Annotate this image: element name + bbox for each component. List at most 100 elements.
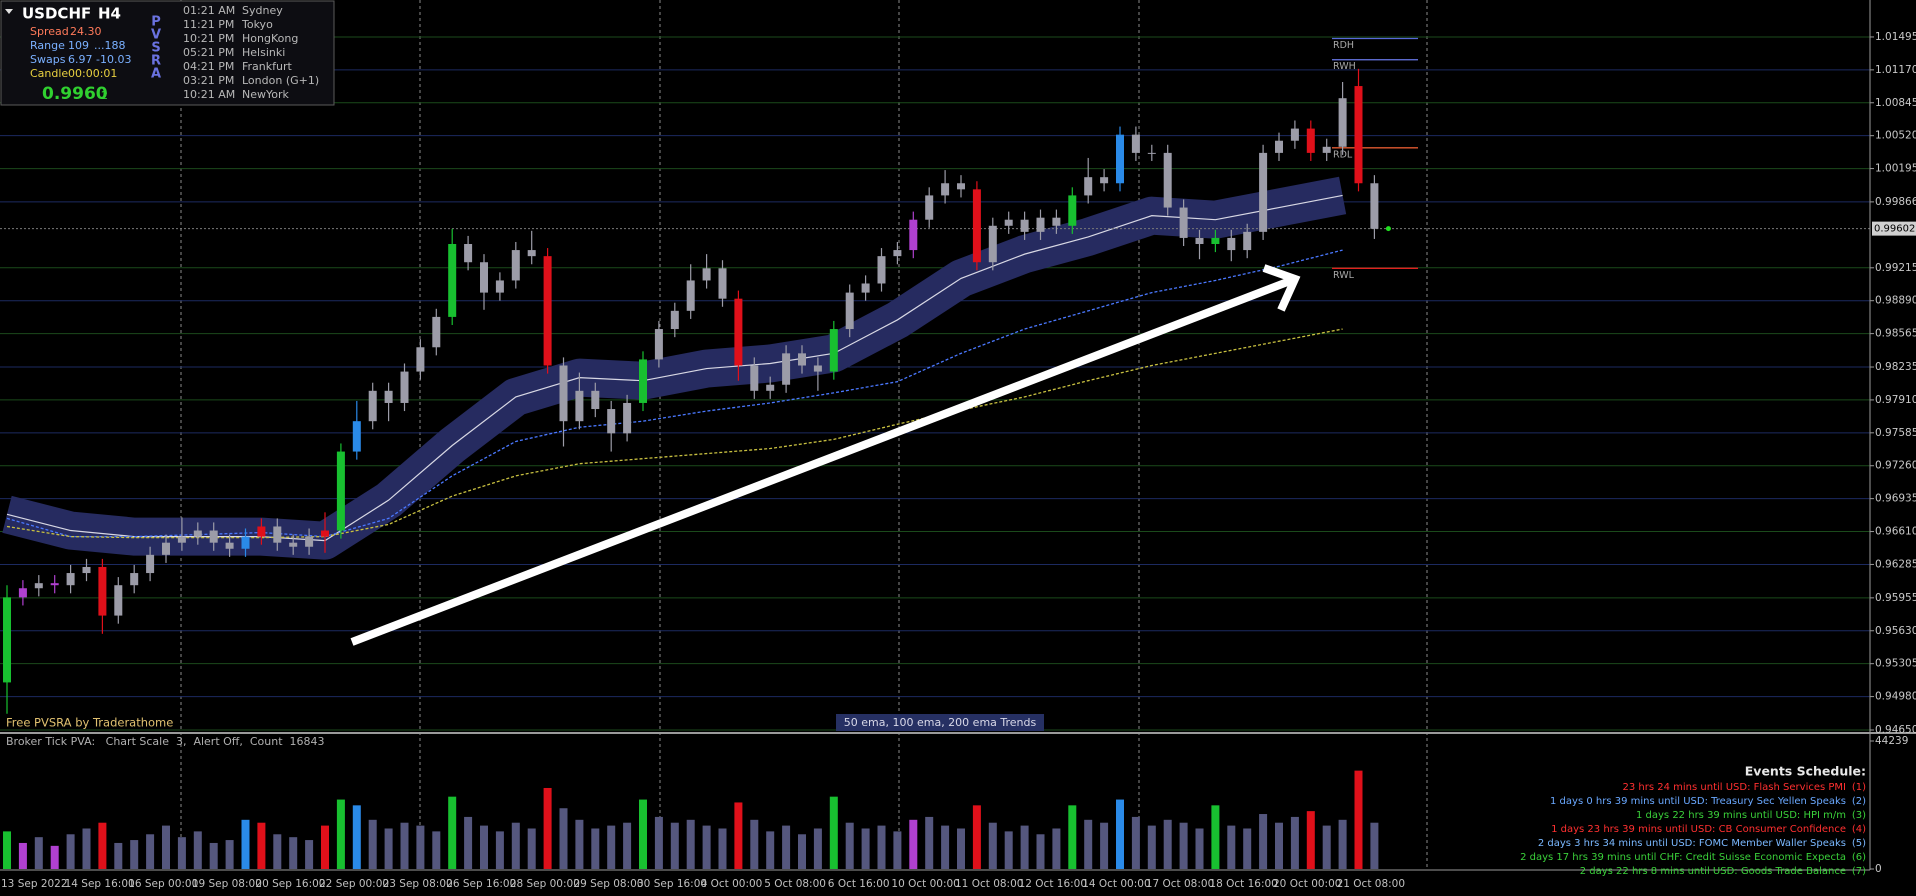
clock-time: 01:21 AM [183, 4, 235, 17]
candle-body [241, 536, 250, 549]
candle-body [321, 530, 329, 537]
range-value: 109 [68, 39, 89, 52]
volume-bar [1068, 805, 1077, 869]
x-tick-label: 18 Oct 16:00 [1209, 878, 1277, 890]
y-tick-label: 0.97910 [1875, 394, 1916, 406]
candle-body [654, 329, 663, 360]
arrow-head [1262, 264, 1301, 312]
event-text: 1 days 23 hrs 39 mins until USD: CB Cons… [1551, 824, 1846, 835]
candle-body [336, 451, 345, 531]
y-tick-label: 0.95630 [1875, 625, 1916, 637]
volume-bar [1052, 828, 1061, 869]
candle-body [1338, 98, 1347, 147]
candle-body [225, 542, 234, 549]
indicator-letter: P [151, 15, 161, 30]
candle-timer: 00:00:01 [68, 67, 117, 80]
volume-tick-label: 44239 [1875, 735, 1908, 747]
volume-bar [66, 834, 75, 869]
clock-time: 11:21 PM [183, 18, 234, 31]
volume-bar [257, 822, 266, 869]
y-tick-label: 1.00845 [1875, 97, 1916, 109]
y-tick-label: 0.97260 [1875, 460, 1916, 472]
x-tick-label: 5 Oct 08:00 [764, 878, 826, 890]
volume-bar [925, 816, 934, 869]
candle-body [416, 347, 425, 372]
volume-bar [1020, 825, 1029, 869]
candle-body [1084, 177, 1093, 196]
candle-body [1306, 128, 1315, 153]
level-label: RDH [1333, 40, 1354, 51]
x-tick-label: 14 Sep 16:00 [65, 878, 135, 890]
volume-bar [368, 819, 377, 869]
volume-bar [607, 825, 616, 869]
volume-bar [1116, 799, 1124, 869]
spread-value: 24.30 [70, 25, 102, 38]
range-max: ...188 [94, 39, 126, 52]
candle-body [273, 526, 282, 543]
volume-bar [750, 819, 759, 869]
candle-body [1322, 146, 1331, 153]
candle-body [941, 183, 950, 196]
volume-bar [1036, 834, 1045, 869]
candle-body [1227, 237, 1236, 251]
last-price-dot [1385, 226, 1391, 232]
x-tick-label: 14 Oct 00:00 [1082, 878, 1150, 890]
volume-bar [941, 825, 950, 869]
candle-body [114, 585, 123, 616]
y-tick-label: 0.94650 [1875, 724, 1916, 736]
volume-bar [829, 796, 838, 869]
clock-city: Frankfurt [242, 60, 292, 73]
candle-body [527, 250, 536, 257]
x-tick-label: 12 Oct 16:00 [1019, 878, 1087, 890]
y-tick-label: 0.99866 [1875, 196, 1916, 208]
volume-bar [225, 840, 234, 869]
event-number: (5) [1852, 838, 1866, 849]
volume-tick-label: 0 [1875, 863, 1882, 875]
volume-bar [480, 825, 488, 869]
range-label: Range [30, 39, 65, 52]
volume-bar [559, 808, 568, 869]
x-tick-label: 16 Sep 00:00 [128, 878, 198, 890]
volume-bar [1195, 828, 1204, 869]
volume-bar [495, 831, 504, 869]
volume-bar [193, 831, 202, 869]
x-tick-label: 17 Oct 08:00 [1146, 878, 1214, 890]
event-number: (6) [1852, 852, 1866, 863]
candle-body [1243, 231, 1252, 251]
volume-pane-label: Broker Tick PVA: Chart Scale 3, Alert Of… [6, 735, 325, 748]
x-tick-label: 29 Sep 08:00 [573, 878, 643, 890]
y-tick-label: 0.96935 [1875, 493, 1916, 505]
volume-bar [321, 825, 329, 869]
candle-body [1052, 217, 1061, 226]
candle-body [384, 390, 393, 403]
candle-body [861, 283, 870, 293]
volume-bar [1100, 822, 1109, 869]
volume-bar [34, 837, 43, 869]
candle-body [559, 365, 568, 422]
candle-body [209, 530, 218, 543]
trends-label: 50 ema, 100 ema, 200 ema Trends [844, 716, 1037, 729]
volume-bar [623, 822, 632, 869]
y-tick-label: 0.98565 [1875, 328, 1916, 340]
volume-bar [98, 822, 107, 869]
volume-bar [400, 822, 409, 869]
x-tick-label: 23 Sep 08:00 [383, 878, 453, 890]
candle-body [1116, 134, 1124, 184]
candle-body [1020, 219, 1029, 232]
volume-bar [3, 831, 11, 869]
candle-body [734, 298, 743, 366]
volume-bar [1275, 822, 1283, 869]
panel-toggle[interactable] [5, 9, 13, 14]
volume-bar [798, 834, 806, 869]
volume-bar [639, 799, 647, 869]
indicator-letter: R [151, 54, 161, 69]
candle-body [289, 542, 298, 547]
candle-body [1179, 207, 1188, 238]
candle-body [972, 189, 981, 263]
candle-body [988, 225, 997, 263]
x-tick-label: 19 Sep 08:00 [192, 878, 262, 890]
level-label: RWL [1333, 270, 1355, 281]
events-title: Events Schedule: [1745, 764, 1866, 779]
candle-body [432, 316, 441, 348]
